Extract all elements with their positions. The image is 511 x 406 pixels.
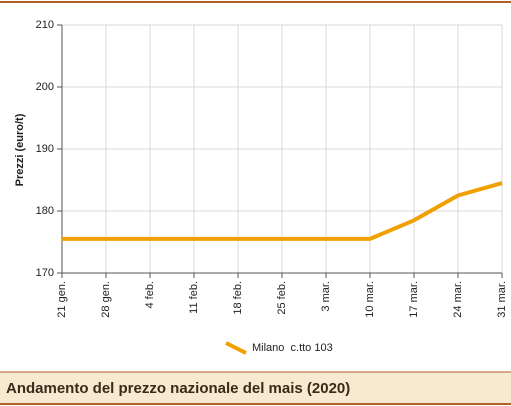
x-tick-label: 25 feb.: [276, 281, 288, 315]
y-tick-label: 210: [36, 19, 54, 31]
x-tick-label: 24 mar.: [452, 281, 464, 318]
chart-title: Andamento del prezzo nazionale del mais …: [6, 380, 350, 397]
y-tick-label: 180: [36, 205, 54, 217]
x-tick-label: 10 mar.: [364, 281, 376, 318]
x-tick-label: 17 mar.: [408, 281, 420, 318]
x-tick-label: 3 mar.: [320, 281, 332, 312]
x-tick-label: 31 mar.: [496, 281, 508, 318]
legend-label: Milano c.tto 103: [252, 342, 333, 354]
legend-swatch: [225, 341, 247, 355]
title-band: [0, 372, 511, 404]
x-tick-label: 11 feb.: [188, 281, 200, 314]
y-tick-label: 190: [36, 143, 54, 155]
x-tick-label: 28 gen.: [100, 281, 112, 318]
x-tick-label: 21 gen.: [56, 281, 68, 318]
y-tick-label: 170: [36, 267, 54, 279]
line-series: [62, 181, 503, 241]
x-tick-label: 4 feb.: [144, 281, 156, 309]
x-tick-label: 18 feb.: [232, 281, 244, 315]
y-axis-label: Prezzi (euro/t): [14, 113, 26, 186]
y-tick-label: 200: [36, 81, 54, 93]
